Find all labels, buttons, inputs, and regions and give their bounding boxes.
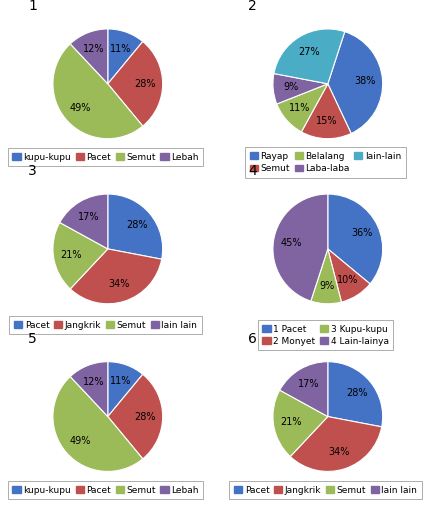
Wedge shape xyxy=(273,74,328,104)
Text: 28%: 28% xyxy=(126,220,147,230)
Text: 28%: 28% xyxy=(134,411,156,422)
Text: 49%: 49% xyxy=(69,104,91,113)
Wedge shape xyxy=(53,223,108,289)
Wedge shape xyxy=(311,249,341,304)
Wedge shape xyxy=(328,249,370,302)
Wedge shape xyxy=(70,362,108,417)
Text: 27%: 27% xyxy=(298,47,319,57)
Text: 15%: 15% xyxy=(316,116,337,126)
Legend: Pacet, Jangkrik, Semut, lain lain: Pacet, Jangkrik, Semut, lain lain xyxy=(229,481,422,499)
Wedge shape xyxy=(301,84,351,139)
Text: 21%: 21% xyxy=(280,418,302,427)
Text: 11%: 11% xyxy=(289,104,311,113)
Legend: 1 Pacet, 2 Monyet, 3 Kupu-kupu, 4 Lain-lainya: 1 Pacet, 2 Monyet, 3 Kupu-kupu, 4 Lain-l… xyxy=(258,320,393,351)
Text: 5: 5 xyxy=(28,332,37,345)
Wedge shape xyxy=(108,42,163,126)
Text: 12%: 12% xyxy=(83,44,105,54)
Text: 10%: 10% xyxy=(337,275,359,285)
Wedge shape xyxy=(70,29,108,84)
Wedge shape xyxy=(328,31,383,134)
Wedge shape xyxy=(277,84,328,132)
Text: 17%: 17% xyxy=(298,379,319,390)
Text: 9%: 9% xyxy=(319,281,334,291)
Legend: kupu-kupu, Pacet, Semut, Lebah: kupu-kupu, Pacet, Semut, Lebah xyxy=(8,148,203,167)
Wedge shape xyxy=(108,29,143,84)
Wedge shape xyxy=(60,194,108,249)
Text: 4: 4 xyxy=(248,164,257,178)
Wedge shape xyxy=(53,376,143,471)
Wedge shape xyxy=(328,362,383,427)
Wedge shape xyxy=(273,390,328,457)
Wedge shape xyxy=(108,362,143,417)
Text: 34%: 34% xyxy=(109,279,130,290)
Wedge shape xyxy=(108,194,163,259)
Text: 49%: 49% xyxy=(69,436,91,446)
Text: 36%: 36% xyxy=(351,228,372,238)
Text: 3: 3 xyxy=(28,164,37,178)
Text: 1: 1 xyxy=(28,0,37,13)
Text: 17%: 17% xyxy=(78,212,99,222)
Wedge shape xyxy=(273,194,328,301)
Wedge shape xyxy=(274,29,345,84)
Wedge shape xyxy=(328,194,383,284)
Legend: Pacet, Jangkrik, Semut, lain lain: Pacet, Jangkrik, Semut, lain lain xyxy=(9,316,202,334)
Text: 12%: 12% xyxy=(83,377,105,387)
Text: 11%: 11% xyxy=(110,376,131,387)
Text: 34%: 34% xyxy=(329,447,350,457)
Text: 38%: 38% xyxy=(354,77,376,86)
Text: 21%: 21% xyxy=(60,250,82,260)
Wedge shape xyxy=(290,417,381,471)
Text: 28%: 28% xyxy=(346,388,367,398)
Text: 6: 6 xyxy=(248,332,257,345)
Wedge shape xyxy=(280,362,328,417)
Wedge shape xyxy=(70,249,161,304)
Legend: Rayap, Semut, Belalang, Laba-laba, lain-lain: Rayap, Semut, Belalang, Laba-laba, lain-… xyxy=(245,147,406,178)
Text: 9%: 9% xyxy=(283,82,298,92)
Legend: kupu-kupu, Pacet, Semut, Lebah: kupu-kupu, Pacet, Semut, Lebah xyxy=(8,481,203,499)
Text: 11%: 11% xyxy=(110,44,131,54)
Wedge shape xyxy=(53,44,143,139)
Text: 28%: 28% xyxy=(134,79,156,89)
Wedge shape xyxy=(108,374,163,459)
Text: 2: 2 xyxy=(248,0,257,13)
Text: 45%: 45% xyxy=(280,238,302,248)
